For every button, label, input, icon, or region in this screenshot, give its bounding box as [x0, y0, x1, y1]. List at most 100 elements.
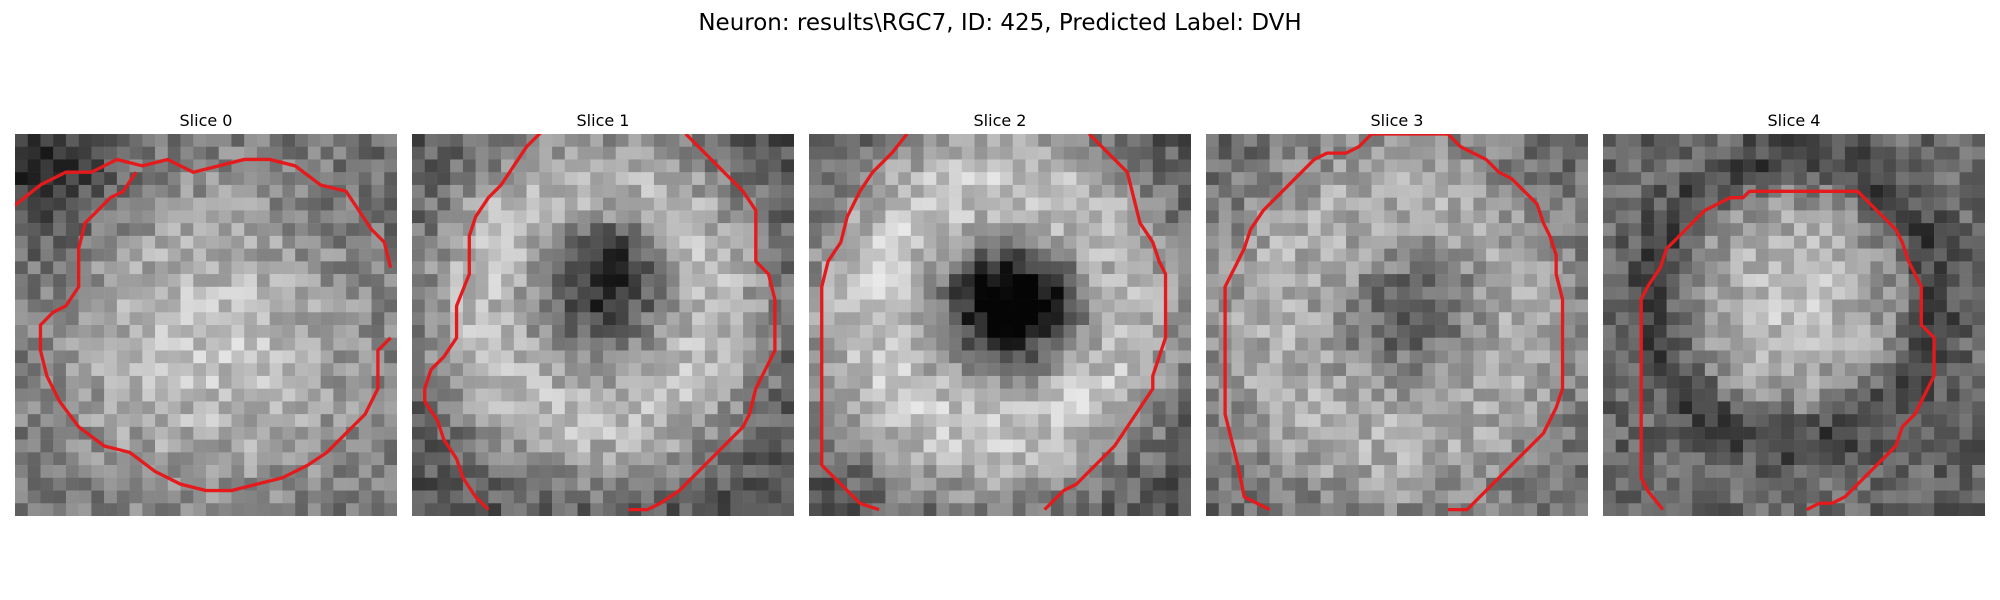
pixel-cell	[1038, 375, 1052, 389]
pixel-cell	[885, 197, 899, 211]
pixel-cell	[1946, 248, 1960, 262]
pixel-cell	[129, 223, 143, 237]
pixel-cell	[1231, 350, 1245, 364]
pixel-cell	[564, 414, 578, 428]
pixel-cell	[1870, 363, 1884, 377]
pixel-cell	[1473, 172, 1487, 186]
pixel-cell	[1114, 248, 1128, 262]
pixel-cell	[1908, 235, 1922, 249]
pixel-cell	[450, 274, 464, 288]
pixel-cell	[1333, 210, 1347, 224]
pixel-cell	[307, 235, 321, 249]
pixel-cell	[590, 261, 604, 275]
pixel-cell	[564, 312, 578, 326]
pixel-cell	[244, 223, 258, 237]
pixel-cell	[987, 274, 1001, 288]
pixel-cell	[1934, 350, 1948, 364]
pixel-cell	[244, 452, 258, 466]
pixel-cell	[885, 375, 899, 389]
pixel-cell	[1409, 465, 1423, 479]
pixel-cell	[346, 223, 360, 237]
pixel-cell	[320, 286, 334, 300]
pixel-cell	[1320, 248, 1334, 262]
pixel-cell	[513, 312, 527, 326]
pixel-cell	[371, 134, 385, 147]
pixel-cell	[501, 299, 515, 313]
pixel-cell	[501, 477, 515, 491]
pixel-cell	[552, 388, 566, 402]
pixel-cell	[1397, 184, 1410, 198]
pixel-cell	[358, 503, 372, 516]
pixel-cell	[142, 375, 156, 389]
pixel-cell	[269, 312, 283, 326]
pixel-cell	[1717, 414, 1731, 428]
pixel-cell	[781, 503, 794, 516]
pixel-cell	[450, 172, 464, 186]
pixel-cell	[653, 197, 667, 211]
pixel-cell	[1653, 426, 1667, 440]
pixel-cell	[1730, 312, 1744, 326]
pixel-cell	[1140, 299, 1154, 313]
pixel-cell	[462, 439, 476, 453]
pixel-cell	[475, 235, 489, 249]
pixel-cell	[552, 363, 566, 377]
pixel-cell	[1679, 197, 1693, 211]
pixel-cell	[564, 426, 578, 440]
pixel-cell	[1333, 184, 1347, 198]
pixel-cell	[1089, 426, 1103, 440]
pixel-cell	[142, 299, 156, 313]
pixel-cell	[1422, 312, 1436, 326]
pixel-cell	[1307, 503, 1321, 516]
pixel-cell	[1895, 325, 1909, 338]
pixel-cell	[1511, 414, 1525, 428]
pixel-cell	[1615, 159, 1629, 173]
pixel-cell	[282, 363, 296, 377]
pixel-cell	[462, 210, 476, 224]
pixel-cell	[577, 197, 591, 211]
pixel-cell	[1295, 248, 1309, 262]
pixel-cell	[1206, 350, 1219, 364]
pixel-cell	[231, 414, 245, 428]
pixel-cell	[781, 325, 794, 338]
pixel-cell	[1282, 312, 1296, 326]
pixel-cell	[987, 350, 1001, 364]
pixel-cell	[501, 490, 515, 504]
pixel-cell	[1857, 159, 1871, 173]
pixel-cell	[653, 286, 667, 300]
pixel-cell	[1397, 414, 1410, 428]
pixel-cell	[1333, 274, 1347, 288]
pixel-cell	[898, 401, 912, 415]
pixel-cell	[295, 286, 309, 300]
pixel-cell	[885, 363, 899, 377]
pixel-cell	[590, 184, 604, 198]
pixel-cell	[1333, 439, 1347, 453]
pixel-cell	[424, 439, 438, 453]
pixel-cell	[1218, 146, 1232, 160]
pixel-cell	[717, 286, 731, 300]
pixel-cell	[834, 388, 848, 402]
pixel-cell	[961, 312, 975, 326]
pixel-cell	[1641, 172, 1655, 186]
pixel-cell	[1435, 184, 1449, 198]
pixel-cell	[1870, 299, 1884, 313]
pixel-cell	[1870, 223, 1884, 237]
pixel-cell	[615, 503, 629, 516]
pixel-cell	[1743, 375, 1757, 389]
pixel-cell	[129, 134, 143, 147]
pixel-cell	[1730, 375, 1744, 389]
pixel-cell	[1152, 274, 1166, 288]
pixel-cell	[27, 490, 41, 504]
pixel-cell	[488, 439, 502, 453]
pixel-cell	[1409, 261, 1423, 275]
pixel-cell	[847, 452, 861, 466]
pixel-cell	[898, 274, 912, 288]
pixel-cell	[1101, 312, 1115, 326]
pixel-cell	[1038, 401, 1052, 415]
pixel-cell	[539, 235, 553, 249]
pixel-cell	[1575, 388, 1588, 402]
pixel-cell	[1320, 325, 1334, 338]
pixel-cell	[488, 350, 502, 364]
pixel-cell	[1101, 286, 1115, 300]
pixel-cell	[1704, 477, 1718, 491]
pixel-cell	[1768, 414, 1782, 428]
